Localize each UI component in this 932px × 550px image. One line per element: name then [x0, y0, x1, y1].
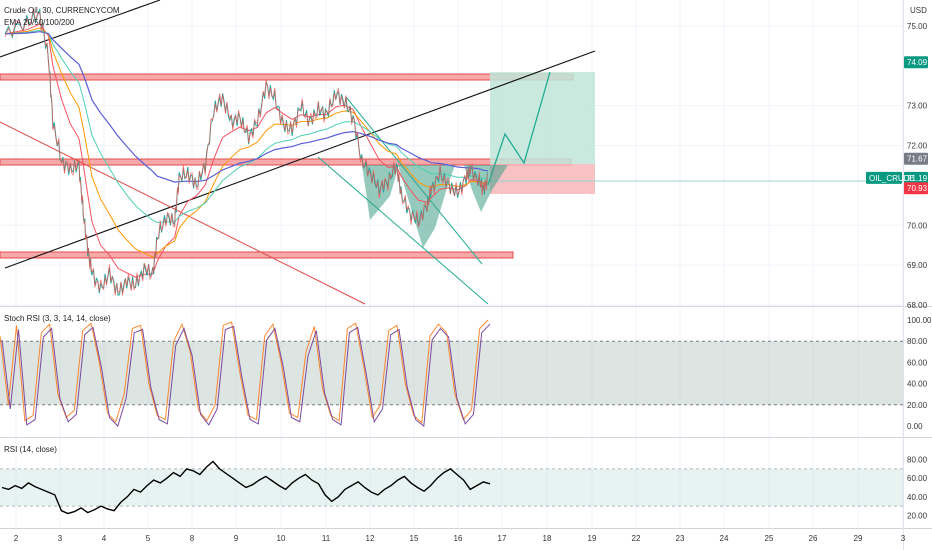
symbol-title[interactable]: Crude Oil, 30, CURRENCYCOM: [4, 6, 120, 15]
price-tick-label: 69.00: [907, 261, 928, 270]
time-tick-label: 25: [765, 534, 774, 543]
rsi-tick-label: 80.00: [907, 456, 928, 465]
rsi-title[interactable]: RSI (14, close): [4, 445, 57, 454]
stoch-band: [0, 341, 903, 405]
chart-drawings[interactable]: [0, 0, 903, 305]
price-tag-current: [904, 171, 928, 184]
time-tick-label: 26: [809, 534, 818, 543]
price-tag-level: [904, 152, 928, 165]
ema-line-2: [4, 27, 489, 258]
time-tick-label: 15: [410, 534, 419, 543]
time-tick-label: 5: [146, 534, 151, 543]
time-tick-label: 2: [14, 534, 19, 543]
rsi-line: [1, 460, 491, 515]
time-tick-label: 19: [588, 534, 597, 543]
oscillator-bands: [0, 340, 903, 507]
rsi-axis[interactable]: 80.00 60.00 40.00 20.00: [907, 456, 928, 521]
stoch-tick-label: 60.00: [907, 358, 928, 367]
price-panel[interactable]: [0, 0, 903, 305]
projected-path[interactable]: [487, 71, 551, 186]
support-zone[interactable]: [0, 251, 514, 259]
stoch-tick-label: 40.00: [907, 380, 928, 389]
price-tag-stop: [904, 182, 928, 195]
time-tick-label: 16: [454, 534, 463, 543]
ema-line-1: [4, 23, 489, 278]
time-tick-label: 23: [676, 534, 685, 543]
long-position-loss-area[interactable]: [490, 164, 595, 194]
price-tag-current-text: 71.19: [907, 174, 928, 183]
time-tick-label: 22: [632, 534, 641, 543]
ema-line-4: [4, 31, 489, 183]
symbol-tag-text: OIL_CRUDE: [869, 174, 915, 183]
time-tick-label: 17: [498, 534, 507, 543]
time-axis[interactable]: 2 3 4 5 8 9 10 11 12 15 16 17 18 19 22 23 24 25 26 29 3: [14, 534, 906, 543]
time-tick-label: 8: [190, 534, 195, 543]
price-tag-stop-text: 70.93: [907, 184, 928, 193]
time-tick-label: 12: [366, 534, 375, 543]
time-tick-label: 11: [322, 534, 331, 543]
time-tick-label: 18: [543, 534, 552, 543]
stoch-tick-label: 20.00: [907, 401, 928, 410]
rsi-band: [0, 468, 903, 507]
ema-line-3: [4, 29, 489, 224]
stoch-tick-label: 100.00: [907, 316, 932, 325]
resistance-zone-upper[interactable]: [0, 73, 574, 81]
currency-label: USD: [910, 6, 927, 15]
rsi-tick-label: 60.00: [907, 474, 928, 483]
price-axis[interactable]: 75.00 73.00 72.00 70.00 69.00 68.00: [907, 22, 928, 310]
trendline-descending[interactable]: [0, 121, 366, 305]
time-tick-label: 24: [720, 534, 729, 543]
time-tick-label: 29: [854, 534, 863, 543]
long-position-profit-area[interactable]: [490, 72, 595, 164]
time-tick-label: 3: [58, 534, 63, 543]
stoch-tick-label: 80.00: [907, 337, 928, 346]
stoch-d-line: [0, 319, 489, 424]
trendline-upper[interactable]: [0, 0, 161, 58]
price-tick-label: 72.00: [907, 142, 928, 151]
price-line-wick: [4, 8, 488, 296]
time-tick-label: 10: [277, 534, 286, 543]
price-series: [4, 7, 489, 297]
time-tick-label: 3: [901, 534, 906, 543]
stoch-tick-label: 0.00: [907, 422, 923, 431]
price-tag-target: [904, 56, 928, 69]
trendline-ascending[interactable]: [4, 50, 596, 269]
price-tick-label: 70.00: [907, 221, 928, 230]
indicator-legend[interactable]: EMA 20/50/100/200: [4, 18, 75, 27]
channel-line-lower[interactable]: [317, 156, 489, 305]
stoch-k-line: [1, 323, 491, 427]
rsi-tick-label: 20.00: [907, 511, 928, 520]
price-tag-target-text: 74.09: [907, 58, 928, 67]
price-tick-label: 68.00: [907, 301, 928, 310]
stoch-rsi-title[interactable]: Stoch RSI (3, 3, 14, 14, close): [4, 314, 111, 323]
price-tick-label: 75.00: [907, 22, 928, 31]
rsi-tick-label: 40.00: [907, 493, 928, 502]
resistance-zone-neckline[interactable]: [0, 158, 572, 166]
price-tag-level-text: 71.67: [907, 155, 928, 164]
rsi-series: [1, 460, 491, 515]
time-tick-label: 9: [234, 534, 239, 543]
price-tick-label: 73.00: [907, 102, 928, 111]
stoch-rsi-axis[interactable]: 100.00 80.00 60.00 40.00 20.00 0.00: [907, 316, 932, 431]
time-tick-label: 4: [102, 534, 107, 543]
symbol-tag: [866, 171, 902, 184]
stoch-rsi-series: [0, 319, 491, 427]
grid-lines: [0, 0, 904, 527]
